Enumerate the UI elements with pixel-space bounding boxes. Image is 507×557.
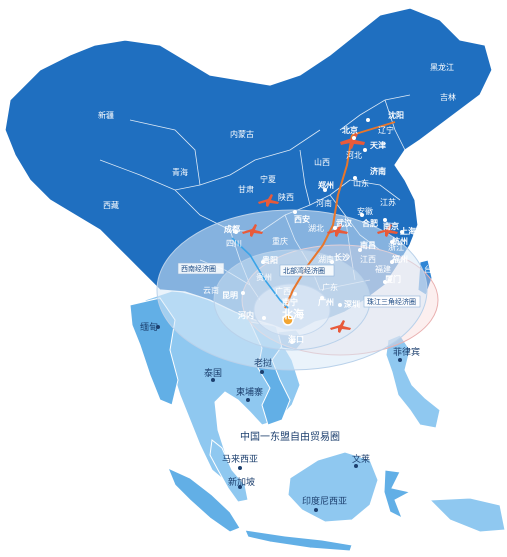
label-hebei: 河北 (346, 150, 362, 160)
label-nanning: 南宁 (282, 297, 298, 307)
label-xian: 西安 (294, 214, 310, 224)
label-xinjiang: 新疆 (98, 110, 114, 120)
label-xiamen: 厦门 (385, 274, 401, 284)
label-jiangsu: 江苏 (380, 197, 396, 207)
label-qinghai: 青海 (172, 167, 188, 177)
label-ningxia: 宁夏 (260, 174, 276, 184)
java-land (244, 529, 353, 552)
label-zhejiang: 浙江 (388, 242, 404, 252)
label-shandong: 山东 (353, 178, 369, 188)
label-taiwan: 台湾 (424, 264, 440, 274)
zone-box-southwest (177, 262, 225, 275)
zone-labels: 西南经济圈 北部湾经济圈 珠江三角经济圈 (177, 262, 421, 308)
label-kunming: 昆明 (222, 290, 238, 300)
borneo-land (287, 451, 379, 523)
label-guangxi: 广西 (275, 286, 291, 296)
label-hanoi: 河内 (238, 310, 254, 320)
label-gansu: 甘肃 (238, 184, 254, 194)
label-tianjin: 天津 (370, 140, 386, 150)
plane-icon (340, 132, 365, 149)
asean-labels: 缅甸 泰国 老挝 柬埔寨 菲律宾 马来西亚 新加坡 文莱 印度尼西亚 (140, 321, 420, 507)
label-heilongjiang: 黑龙江 (430, 62, 454, 72)
label-sichuan: 四川 (226, 239, 242, 248)
route-line (284, 134, 353, 309)
label-henan: 河南 (316, 198, 332, 208)
beihai-marker (282, 314, 294, 326)
label-fuzhou: 福州 (391, 254, 408, 264)
label-guiyang: 贵阳 (262, 255, 278, 265)
label-wuhan: 武汉 (336, 218, 353, 228)
label-nanchang: 南昌 (360, 240, 376, 250)
inner-influence-circle (253, 283, 331, 337)
plane-icon (377, 224, 398, 237)
label-chongqing: 重庆 (272, 236, 288, 246)
label-jilin: 吉林 (440, 92, 456, 102)
label-guangdong: 广东 (322, 282, 338, 292)
label-hefei: 合肥 (361, 218, 378, 228)
province-labels: 黑龙江 吉林 辽宁 新疆 内蒙古 青海 西藏 甘肃 宁夏 山西 陕西 河北 山东… (98, 62, 456, 296)
label-thailand: 泰国 (204, 367, 222, 379)
label-jiangxi: 江西 (360, 255, 376, 264)
label-xizang: 西藏 (103, 200, 119, 210)
label-hangzhou: 杭州 (392, 236, 408, 246)
new-guinea-land (428, 497, 506, 533)
map-title: 中国一东盟自由贸易圈 (240, 430, 340, 443)
label-guangzhou: 广州 (318, 297, 334, 307)
asean-dots (156, 325, 402, 512)
route-line-blue (231, 237, 289, 309)
zone-pearl-label: 珠江三角经济圈 (367, 297, 416, 306)
label-beihai: 北海 (282, 307, 304, 321)
label-guizhou: 贵州 (256, 272, 272, 282)
label-hubei: 湖北 (308, 224, 324, 233)
label-beijing: 北京 (342, 125, 358, 135)
plane-icon (258, 194, 279, 207)
label-singapore: 新加坡 (228, 476, 255, 488)
label-yunnan: 云南 (203, 285, 219, 295)
city-labels: 北京 沈阳 天津 济南 郑州 西安 成都 武汉 合肥 南京 上海 杭州 长沙 南… (222, 110, 416, 344)
plane-icon (327, 224, 348, 237)
label-indonesia: 印度尼西亚 (302, 495, 347, 507)
label-haikou: 海口 (288, 334, 304, 344)
sumatra-land (167, 467, 241, 533)
label-neimenggu: 内蒙古 (230, 129, 254, 139)
label-myanmar: 缅甸 (140, 321, 158, 333)
label-cambodia: 柬埔寨 (236, 386, 263, 398)
label-shanghai: 上海 (400, 226, 416, 236)
label-liaoning: 辽宁 (378, 125, 394, 135)
label-shanxi: 山西 (314, 157, 330, 167)
label-malaysia: 马来西亚 (222, 454, 258, 465)
zone-box-pearl (363, 295, 421, 308)
route-line-beijing-east (351, 121, 396, 136)
plane-icon (242, 224, 263, 237)
label-anhui: 安徽 (357, 206, 373, 216)
label-changsha: 长沙 (334, 252, 350, 262)
label-zhengzhou: 郑州 (318, 180, 334, 190)
zone-beibu-label: 北部湾经济圈 (283, 266, 325, 275)
plane-icons (242, 132, 398, 333)
label-shaanxi: 陕西 (278, 192, 294, 202)
plane-icon (330, 320, 351, 333)
label-brunei: 文莱 (352, 453, 370, 465)
label-hunan: 湖南 (318, 254, 334, 264)
zone-southwest-label: 西南经济圈 (181, 264, 216, 273)
city-dots (234, 118, 404, 344)
label-chengdu: 成都 (224, 224, 240, 234)
zone-box-beibu (279, 264, 335, 277)
label-laos: 老挝 (254, 357, 272, 369)
label-jinan: 济南 (370, 166, 386, 176)
sulawesi-land (383, 469, 412, 520)
label-nanjing: 南京 (383, 221, 399, 231)
label-philippines: 菲律宾 (393, 346, 420, 358)
label-fujian: 福建 (375, 264, 391, 274)
label-shenyang: 沈阳 (388, 110, 404, 120)
label-shenzhen: 深圳 (344, 299, 360, 309)
